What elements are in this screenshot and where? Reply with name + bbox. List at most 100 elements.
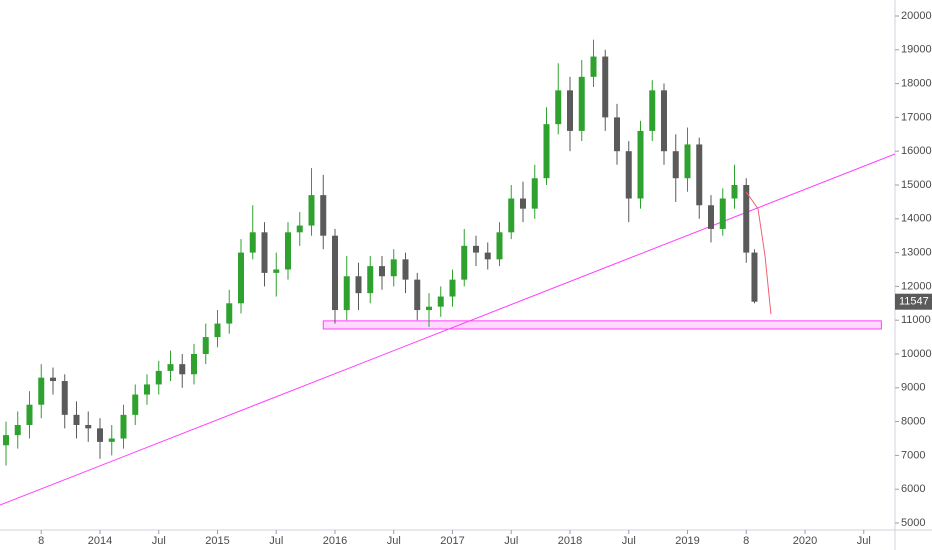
x-tick-label: 8 (38, 535, 44, 547)
candle-body (61, 381, 68, 415)
candle-body (202, 337, 209, 354)
x-tick-label: 2018 (558, 535, 582, 547)
candle-body (2, 435, 9, 446)
y-tick-label: 18000 (901, 77, 932, 89)
x-tick-label: 8 (743, 535, 749, 547)
candle-body (414, 279, 421, 311)
candle-body (437, 296, 444, 307)
candle-body (555, 90, 562, 125)
candle-body (273, 269, 280, 273)
candle-body (320, 195, 327, 236)
candle-body (519, 198, 526, 209)
candle-body (237, 252, 244, 304)
candle-body (402, 259, 409, 280)
candle-body (261, 232, 268, 273)
candle-body (461, 245, 468, 280)
y-tick-label: 11000 (901, 314, 931, 326)
y-tick-label: 6000 (901, 483, 925, 495)
y-tick-label: 17000 (901, 111, 932, 123)
y-tick-label: 15000 (901, 179, 932, 191)
x-tick-label: 2015 (205, 535, 229, 547)
candle-body (602, 56, 609, 118)
last-price-label: 11547 (899, 296, 929, 308)
candle-body (625, 151, 632, 199)
candle-body (249, 232, 256, 253)
candle-body (85, 424, 92, 429)
candle-body (296, 225, 303, 233)
candle-body (49, 377, 56, 382)
candle-body (613, 117, 620, 152)
candle-body (96, 428, 103, 442)
candle-body (496, 232, 503, 260)
candle-body (743, 184, 750, 253)
candle-body (331, 235, 338, 311)
y-tick-label: 9000 (901, 382, 925, 394)
y-tick-label: 19000 (901, 44, 932, 56)
y-tick-label: 8000 (901, 416, 925, 428)
candle-body (355, 276, 362, 294)
x-tick-label: 2014 (88, 535, 112, 547)
x-tick-label: Jul (857, 535, 871, 547)
candle-body (38, 377, 45, 405)
candle-body (672, 151, 679, 179)
candle-body (179, 364, 186, 375)
x-tick-label: Jul (152, 535, 166, 547)
candle-body (578, 76, 585, 131)
candle-body (590, 56, 597, 77)
candle-body (731, 184, 738, 199)
candle-body (378, 266, 385, 277)
candle-body (367, 266, 374, 294)
x-tick-label: 2017 (440, 535, 464, 547)
candle-body (649, 90, 656, 131)
candle-body (751, 252, 758, 302)
candle-body (73, 414, 80, 425)
candle-body (425, 306, 432, 311)
candle-body (637, 130, 644, 199)
candle-body (684, 144, 691, 179)
candle-body (108, 438, 115, 442)
y-tick-label: 20000 (901, 10, 932, 22)
y-tick-label: 14000 (901, 213, 932, 225)
candle-body (26, 404, 33, 425)
y-tick-label: 7000 (901, 449, 925, 461)
candle-body (543, 124, 550, 179)
y-tick-label: 5000 (901, 517, 925, 529)
candle-body (719, 198, 726, 229)
forecast-curve (745, 191, 772, 315)
candle-body (660, 90, 667, 152)
x-tick-label: Jul (269, 535, 283, 547)
candle-body (390, 259, 397, 277)
y-tick-label: 12000 (901, 280, 932, 292)
x-tick-label: 2019 (675, 535, 699, 547)
y-tick-label: 10000 (901, 348, 932, 360)
x-tick-label: 2016 (323, 535, 347, 547)
candle-body (120, 414, 127, 439)
support-zone (322, 320, 882, 330)
x-tick-label: Jul (622, 535, 636, 547)
x-tick-label: 2020 (793, 535, 817, 547)
candle-body (214, 323, 221, 338)
candle-body (284, 232, 291, 270)
candle-body (343, 276, 350, 311)
candle-body (472, 245, 479, 253)
candle-body (155, 370, 162, 385)
candle-body (132, 394, 139, 415)
candle-body (167, 364, 174, 371)
candle-body (508, 198, 515, 233)
candle-body (190, 353, 197, 375)
x-tick-label: Jul (504, 535, 518, 547)
candle-body (531, 178, 538, 209)
candle-body (226, 303, 233, 324)
candle-body (707, 205, 714, 229)
candle-body (143, 384, 150, 395)
last-price-box (895, 293, 932, 310)
y-tick-label: 13000 (901, 247, 932, 259)
candle-body (484, 252, 491, 260)
candle-body (449, 279, 456, 297)
y-tick-label: 16000 (901, 145, 932, 157)
candle-body (14, 424, 21, 436)
candle-body (696, 144, 703, 206)
candle-body (308, 195, 315, 226)
x-tick-label: Jul (387, 535, 401, 547)
